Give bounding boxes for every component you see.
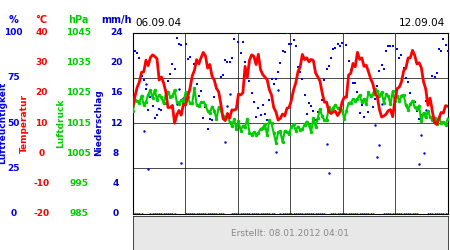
- Text: 1025: 1025: [66, 88, 91, 98]
- Text: 1005: 1005: [67, 149, 91, 158]
- Text: 25: 25: [7, 164, 20, 173]
- Text: 30: 30: [35, 58, 48, 67]
- Text: Luftfeuchtigkeit: Luftfeuchtigkeit: [0, 82, 7, 164]
- Text: 24: 24: [110, 28, 122, 37]
- Text: Luftdruck: Luftdruck: [56, 98, 65, 148]
- Text: 12.09.04: 12.09.04: [399, 18, 446, 28]
- Text: 20: 20: [35, 88, 48, 98]
- Text: 20: 20: [110, 58, 122, 67]
- Text: 1035: 1035: [66, 58, 91, 67]
- Text: -10: -10: [33, 179, 50, 188]
- Text: Temperatur: Temperatur: [20, 94, 29, 152]
- Text: 100: 100: [4, 28, 23, 37]
- Text: 16: 16: [110, 88, 122, 98]
- Text: 40: 40: [35, 28, 48, 37]
- Text: 8: 8: [113, 149, 119, 158]
- Text: 50: 50: [7, 119, 20, 128]
- Text: 995: 995: [69, 179, 88, 188]
- Text: 1045: 1045: [66, 28, 91, 37]
- Text: 06.09.04: 06.09.04: [135, 18, 181, 28]
- Text: 0: 0: [38, 149, 45, 158]
- Text: hPa: hPa: [68, 15, 89, 25]
- Text: 10: 10: [35, 119, 48, 128]
- Text: Erstellt: 08.01.2012 04:01: Erstellt: 08.01.2012 04:01: [231, 228, 349, 237]
- Text: 1015: 1015: [66, 119, 91, 128]
- Text: 12: 12: [110, 119, 122, 128]
- Text: °C: °C: [36, 15, 47, 25]
- Text: 0: 0: [113, 209, 119, 218]
- Text: %: %: [9, 15, 18, 25]
- Text: 75: 75: [7, 73, 20, 82]
- Text: 0: 0: [10, 209, 17, 218]
- Text: -20: -20: [33, 209, 50, 218]
- Text: 985: 985: [69, 209, 88, 218]
- Text: Niederschlag: Niederschlag: [94, 90, 104, 156]
- Text: mm/h: mm/h: [101, 15, 131, 25]
- Text: 4: 4: [113, 179, 119, 188]
